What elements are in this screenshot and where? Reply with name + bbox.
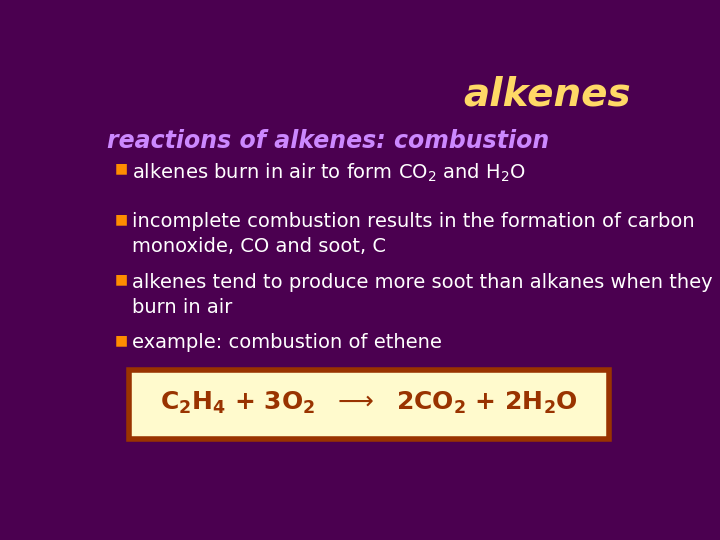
Text: alkenes: alkenes [464, 75, 631, 113]
Text: reactions of alkenes: combustion: reactions of alkenes: combustion [107, 129, 549, 153]
Text: ■: ■ [115, 161, 128, 176]
Text: ■: ■ [115, 273, 128, 287]
Text: alkenes burn in air to form CO$_2$ and H$_2$O: alkenes burn in air to form CO$_2$ and H… [132, 161, 526, 184]
Text: $\mathbf{C_2H_4}$ + $\mathbf{3O_2}$  $\longrightarrow$  $\mathbf{2CO_2}$ + $\mat: $\mathbf{C_2H_4}$ + $\mathbf{3O_2}$ $\lo… [160, 389, 578, 416]
Text: ■: ■ [115, 333, 128, 347]
Text: ■: ■ [115, 212, 128, 226]
Text: incomplete combustion results in the formation of carbon
monoxide, CO and soot, : incomplete combustion results in the for… [132, 212, 695, 256]
Text: alkenes tend to produce more soot than alkanes when they
burn in air: alkenes tend to produce more soot than a… [132, 273, 713, 316]
Text: example: combustion of ethene: example: combustion of ethene [132, 333, 442, 352]
FancyBboxPatch shape [129, 370, 609, 439]
